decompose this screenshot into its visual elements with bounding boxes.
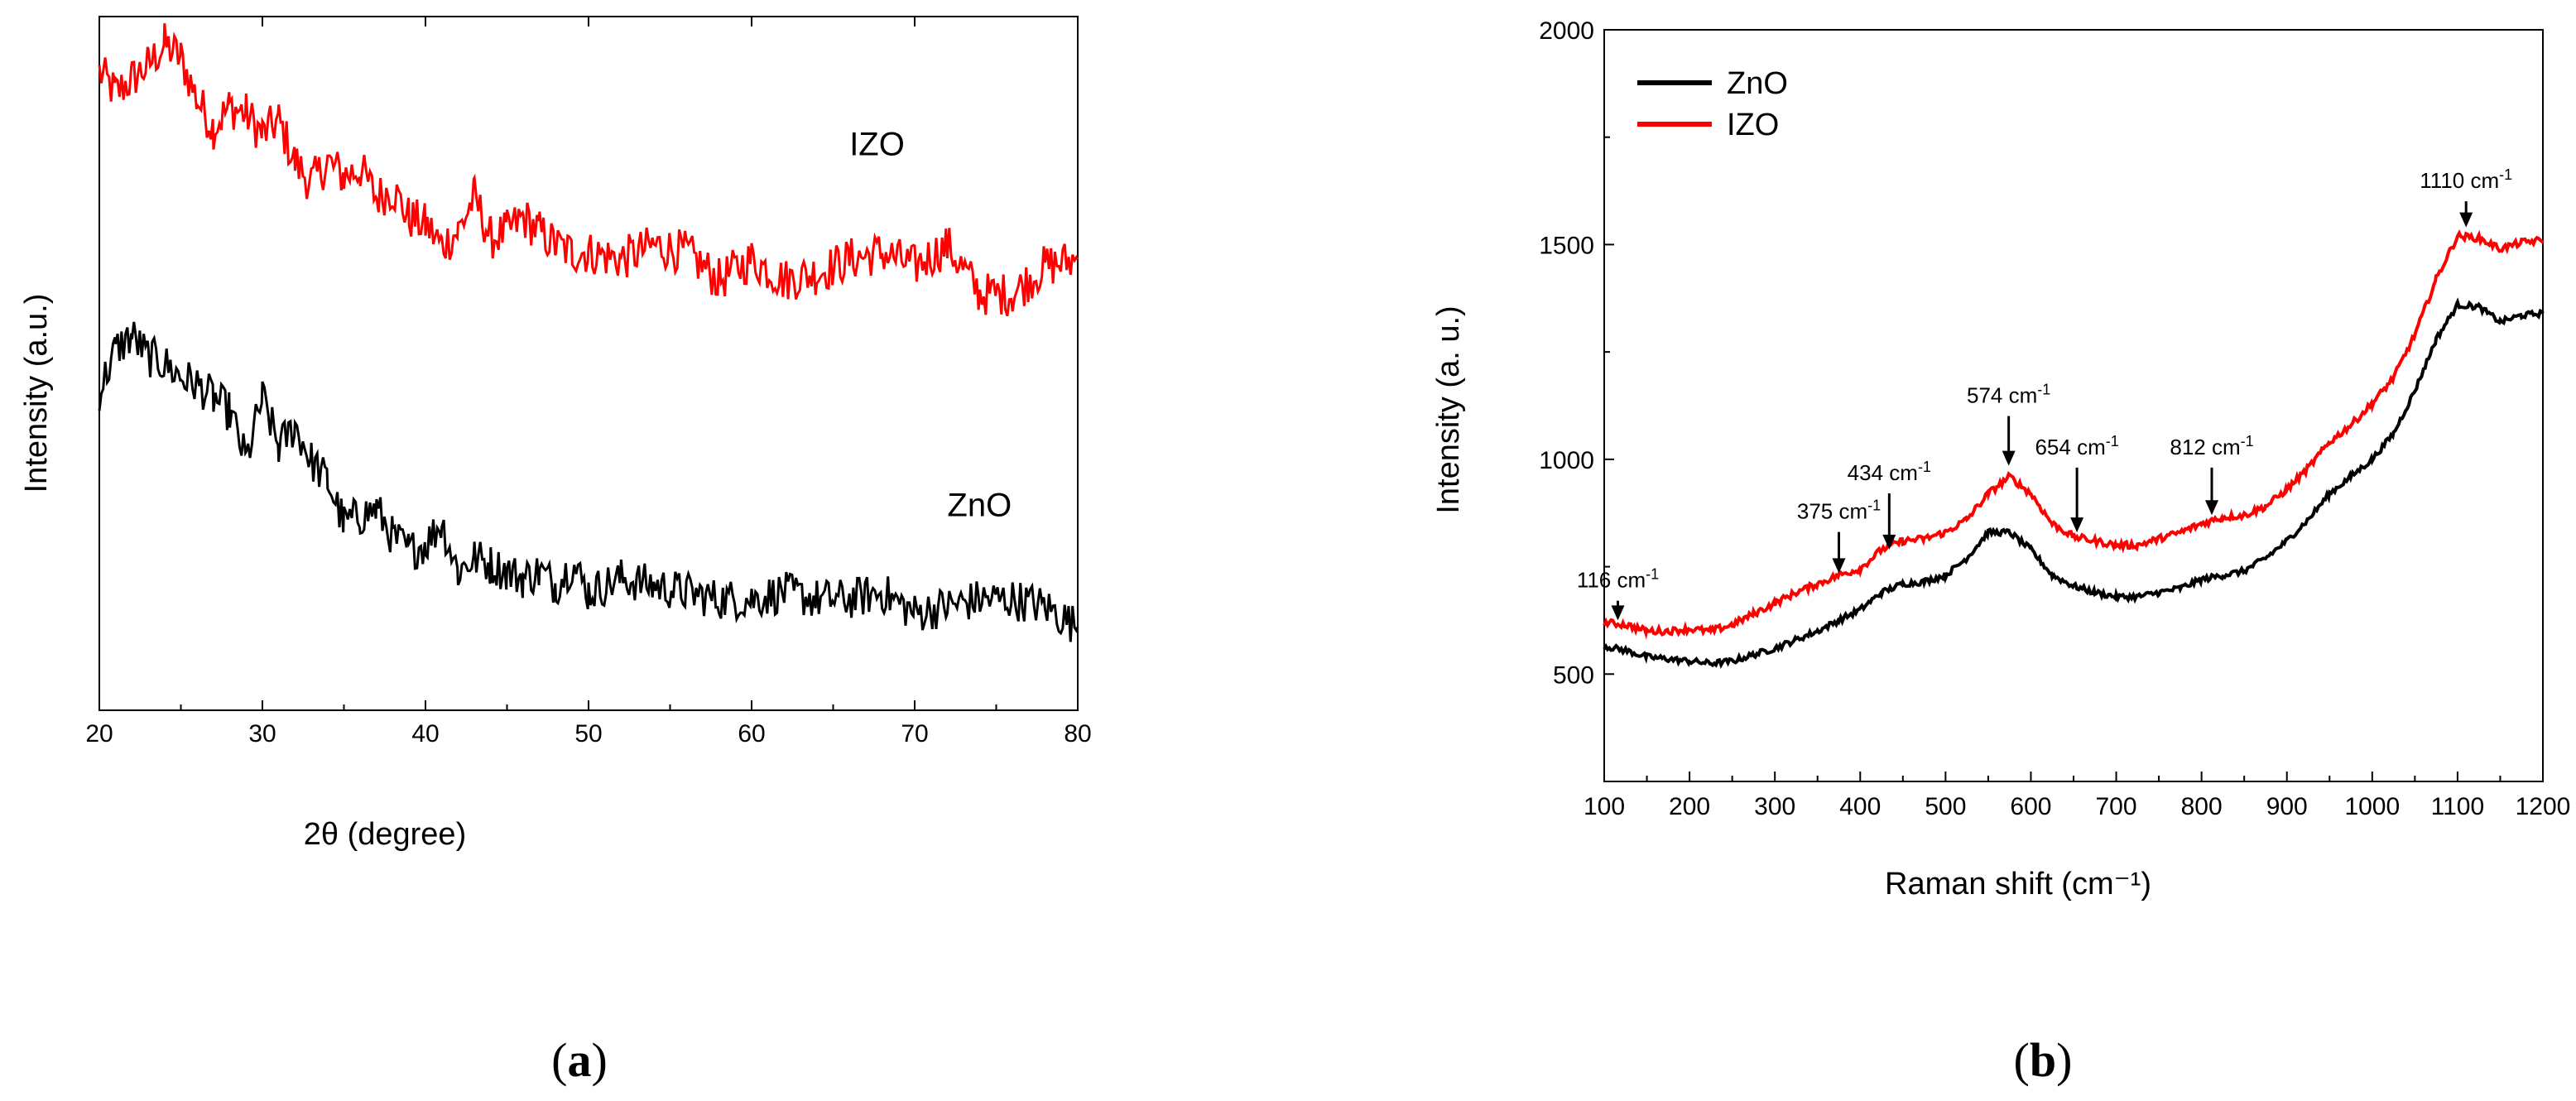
- panel-b-annotation-label: 375 cm-1: [1797, 498, 1881, 524]
- panel-b-annotation-arrowhead: [1832, 558, 1846, 574]
- panel-a-label-zno: ZnO: [947, 487, 1012, 523]
- panel-b-annotation-arrowhead: [1611, 605, 1625, 621]
- panel-a-series-zno: [98, 321, 1079, 642]
- panel-b-annotation-label: 1110 cm-1: [2420, 166, 2512, 193]
- panel-a-ylabel: Intensity (a.u.): [19, 294, 54, 493]
- panel-b-ytick-label: 1500: [1539, 232, 1594, 259]
- panel-a-xtick-label: 60: [738, 720, 765, 748]
- panel-b-annotation-label: 812 cm-1: [2170, 433, 2253, 459]
- panel-b-series-zno: [1603, 297, 2545, 669]
- panel-a-xtick-label: 20: [85, 720, 113, 748]
- panel-b-xtick-label: 200: [1669, 793, 1710, 820]
- panel-b-annotation-label: 116 cm-1: [1577, 566, 1659, 593]
- panel-a-plot: 20 30 40 50 60 70 80 IZO ZnO: [85, 16, 1092, 748]
- panel-b-xtick-label: 400: [1839, 793, 1881, 820]
- panel-a-xtick-label: 70: [901, 720, 928, 748]
- panel-b-xtick-label: 600: [2010, 793, 2051, 820]
- panel-a-xlabel: 2θ (degree): [304, 817, 466, 852]
- panel-a-xtick-label: 50: [574, 720, 602, 748]
- panel-a-label-izo: IZO: [849, 127, 905, 163]
- panel-b-xtick-label: 100: [1584, 793, 1625, 820]
- panel-b-annotation-arrowhead: [2070, 517, 2084, 533]
- panel-a-xtick-label: 40: [411, 720, 439, 748]
- panel-b-ylabel: Intensity (a. u.): [1431, 305, 1466, 513]
- panel-b-annotation-label: 574 cm-1: [1967, 382, 2050, 408]
- panel-b-xtick-label: 700: [2096, 793, 2137, 820]
- panel-b-annotation-label: 654 cm-1: [2035, 433, 2118, 459]
- panel-b-xtick-label: 800: [2181, 793, 2223, 820]
- panel-b-xtick-label: 1000: [2344, 793, 2400, 820]
- panel-b-xlabel: Raman shift (cm⁻¹): [1885, 867, 2151, 901]
- panel-a-xtick-label: 30: [248, 720, 276, 748]
- panel-b-annotation-arrowhead: [1882, 534, 1896, 550]
- panel-a-xtick-label: 80: [1064, 720, 1091, 748]
- panel-b-label: (b): [2014, 1033, 2073, 1087]
- panel-b-legend-entry: IZO: [1727, 108, 1779, 142]
- panel-b-annotation-arrowhead: [2205, 500, 2219, 516]
- panel-b-annotation-arrowhead: [2459, 212, 2473, 228]
- panel-b-xtick-label: 1200: [2516, 793, 2571, 820]
- panel-b-xtick-label: 900: [2266, 793, 2308, 820]
- panel-b-xtick-label: 300: [1754, 793, 1795, 820]
- panel-b-series-izo: [1603, 228, 2545, 640]
- panel-b-ytick-label: 2000: [1539, 17, 1594, 45]
- panel-b-ytick-label: 500: [1553, 661, 1594, 689]
- panel-b-xtick-label: 500: [1925, 793, 1966, 820]
- panel-a-label: (a): [551, 1033, 608, 1087]
- panel-a-series-izo: [98, 23, 1079, 317]
- panel-b-xtick-label: 1100: [2431, 793, 2485, 820]
- panel-b-annotation-arrowhead: [2002, 450, 2016, 466]
- panel-b-ytick-label: 1000: [1539, 447, 1594, 474]
- panel-b-annotation-label: 434 cm-1: [1848, 459, 1931, 485]
- panel-b-legend-entry: ZnO: [1727, 66, 1788, 101]
- panel-b-plot: 100 200 300 400 500 600 700 800 900 1000 1100 1200 5…: [1539, 17, 2570, 820]
- panel-b-frame: [1603, 29, 2544, 782]
